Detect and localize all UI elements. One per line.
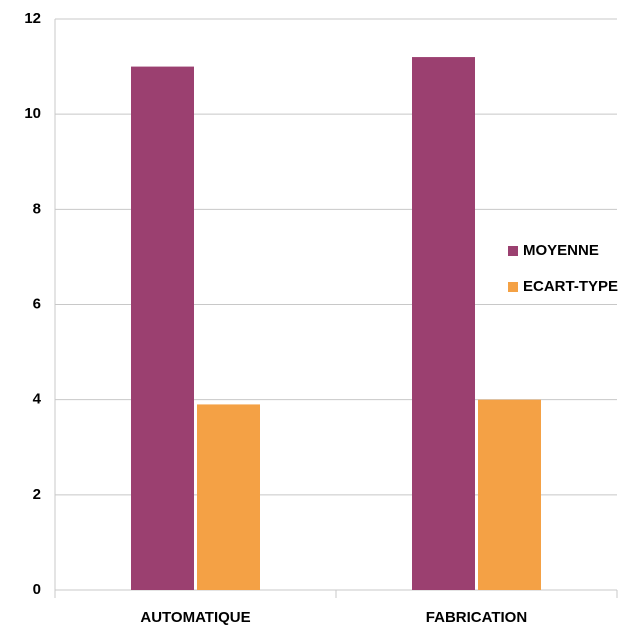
y-tick-label: 6	[33, 295, 41, 312]
y-tick-label: 8	[33, 200, 41, 217]
x-tick-label: AUTOMATIQUE	[140, 609, 250, 626]
legend-swatch	[508, 246, 518, 256]
bar	[412, 57, 475, 591]
y-tick-label: 4	[33, 391, 42, 408]
bar	[131, 66, 194, 591]
y-tick-label: 0	[33, 581, 41, 598]
legend-swatch	[508, 282, 518, 292]
x-tick-label: FABRICATION	[426, 609, 527, 626]
y-tick-label: 2	[33, 486, 41, 503]
y-tick-label: 10	[24, 105, 41, 122]
legend-label: ECART-TYPE	[523, 278, 618, 295]
bar	[478, 399, 541, 590]
bar	[197, 404, 260, 590]
y-tick-label: 12	[24, 10, 41, 27]
legend-label: MOYENNE	[523, 242, 599, 259]
